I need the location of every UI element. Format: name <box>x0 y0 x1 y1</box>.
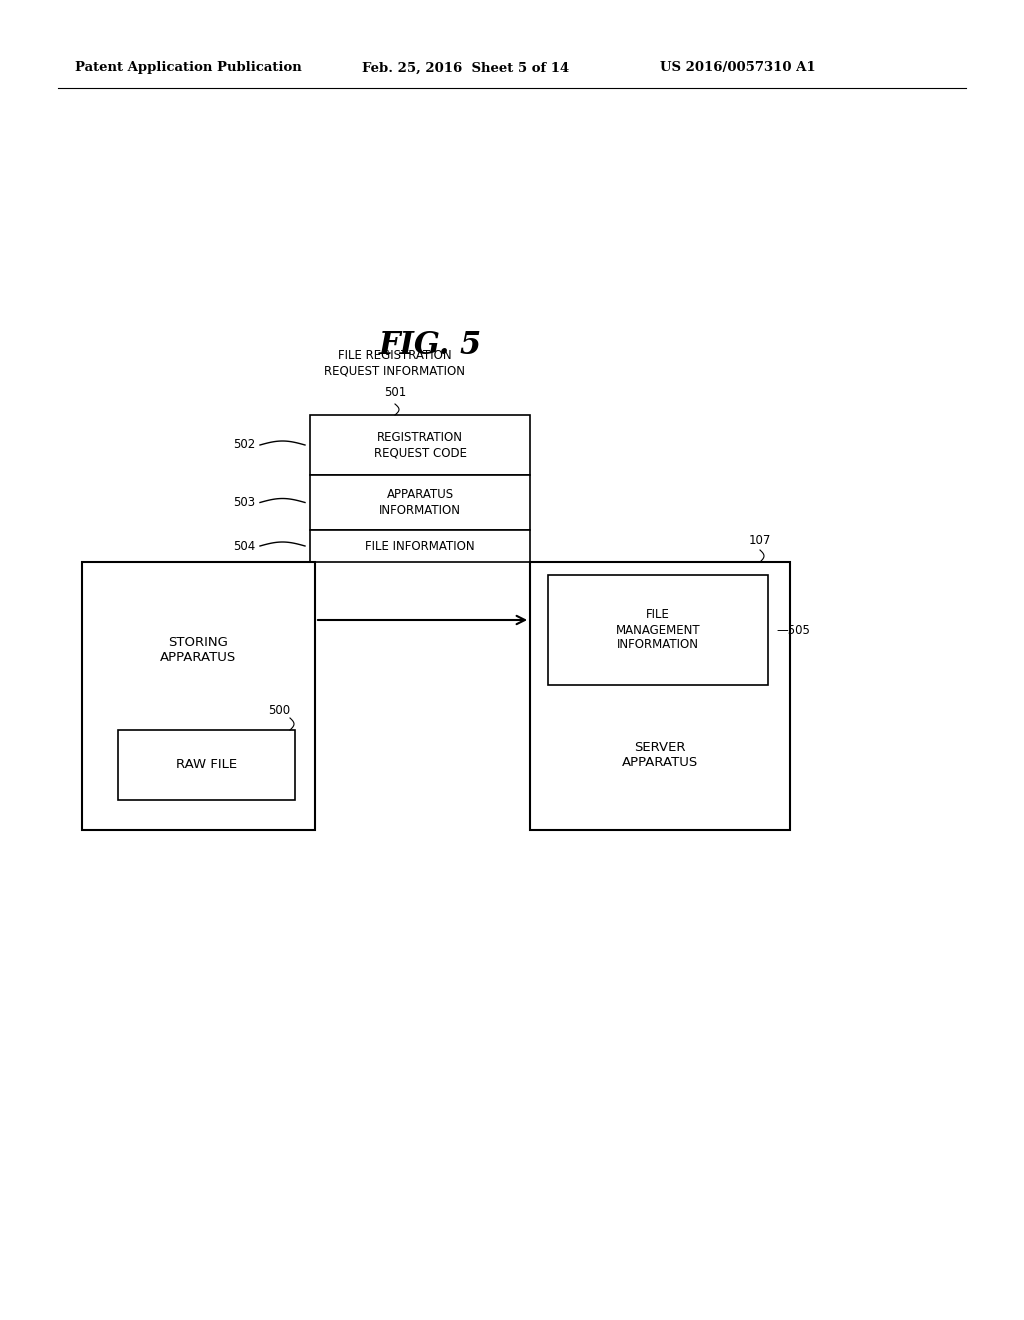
Bar <box>310 475 530 531</box>
Text: FILE
MANAGEMENT
INFORMATION: FILE MANAGEMENT INFORMATION <box>615 609 700 652</box>
Text: 107: 107 <box>749 533 771 546</box>
Text: 504: 504 <box>232 540 255 553</box>
Bar <box>310 531 530 562</box>
Text: REGISTRATION
REQUEST CODE: REGISTRATION REQUEST CODE <box>374 432 467 459</box>
Bar <box>310 414 530 475</box>
Text: APPARATUS
INFORMATION: APPARATUS INFORMATION <box>379 488 461 516</box>
Bar <box>548 576 768 685</box>
Text: RAW FILE: RAW FILE <box>176 759 238 771</box>
Text: US 2016/0057310 A1: US 2016/0057310 A1 <box>660 62 816 74</box>
Bar <box>118 730 295 800</box>
Text: 500: 500 <box>268 704 290 717</box>
Text: 503: 503 <box>232 496 255 510</box>
Text: FILE INFORMATION: FILE INFORMATION <box>366 540 475 553</box>
Text: Patent Application Publication: Patent Application Publication <box>75 62 302 74</box>
Text: FILE REGISTRATION
REQUEST INFORMATION: FILE REGISTRATION REQUEST INFORMATION <box>325 348 466 378</box>
Text: Feb. 25, 2016  Sheet 5 of 14: Feb. 25, 2016 Sheet 5 of 14 <box>362 62 569 74</box>
Bar <box>530 562 790 830</box>
Text: FIG. 5: FIG. 5 <box>379 330 481 360</box>
Text: 501: 501 <box>384 387 407 400</box>
Text: —505: —505 <box>776 623 810 636</box>
Bar <box>82 562 315 830</box>
Text: SERVER
APPARATUS: SERVER APPARATUS <box>622 741 698 770</box>
Text: 502: 502 <box>232 438 255 451</box>
Text: STORING
APPARATUS: STORING APPARATUS <box>161 636 237 664</box>
